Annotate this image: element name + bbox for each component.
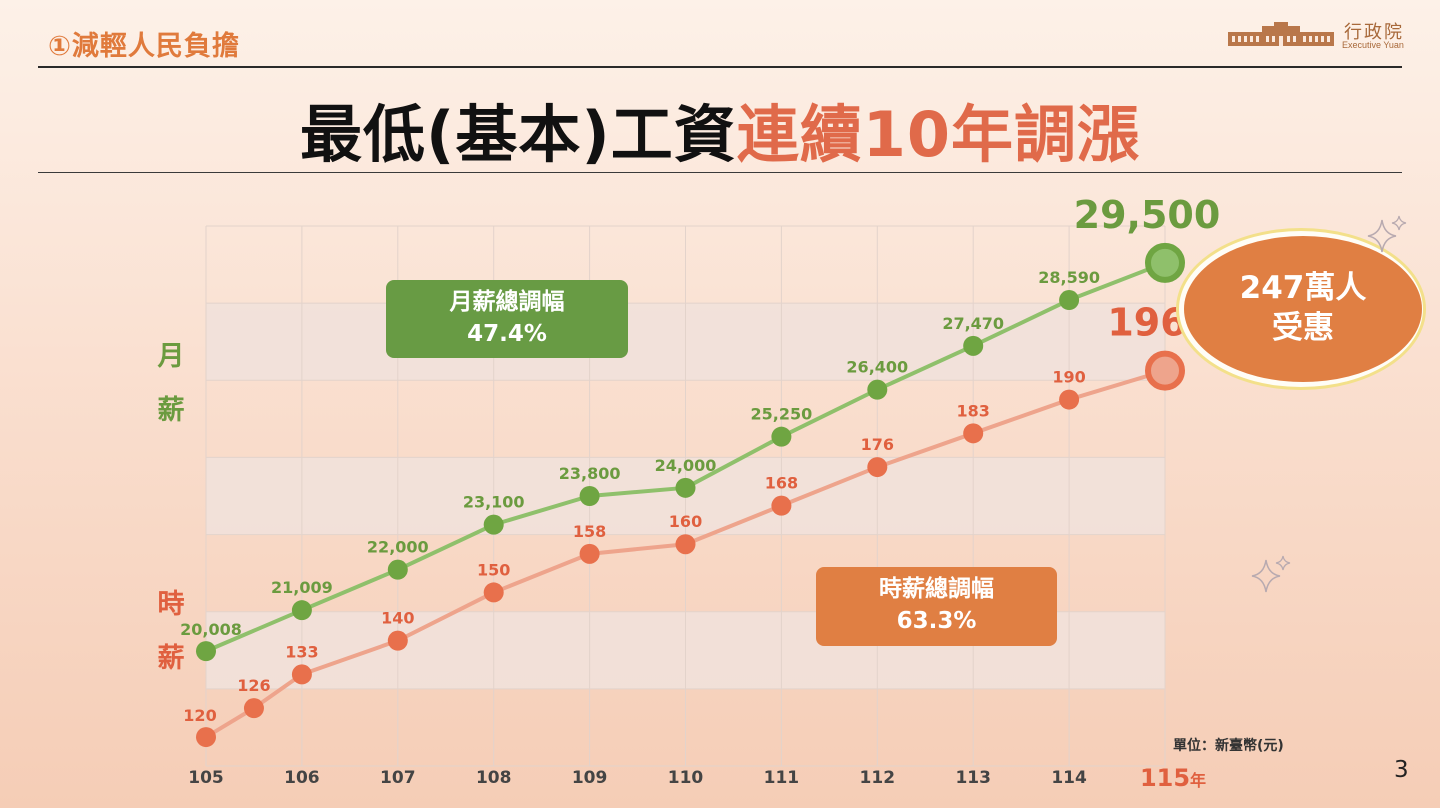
monthly-point <box>675 477 696 498</box>
monthly-data-label: 24,000 <box>655 456 717 475</box>
monthly-data-label: 26,400 <box>846 358 908 377</box>
monthly-data-label: 27,470 <box>942 314 1004 333</box>
monthly-data-label: 23,800 <box>559 464 621 483</box>
section-label: ①減輕人民負擔 <box>48 31 240 62</box>
monthly-point <box>771 426 792 447</box>
monthly-point <box>867 379 888 400</box>
hourly-increase-callout: 時薪總調幅 63.3% <box>816 567 1057 646</box>
badge-line-2: 受惠 <box>1272 310 1334 346</box>
logo-chinese-text: 行政院 <box>1344 22 1404 43</box>
hourly-point <box>771 495 792 516</box>
monthly-final-marker <box>1145 242 1185 283</box>
title-part-2-highlight: 連續10年調漲 <box>736 98 1140 171</box>
hourly-data-label: 133 <box>285 642 318 661</box>
monthly-data-label: 21,009 <box>271 578 333 597</box>
hourly-data-label: 140 <box>381 609 414 628</box>
monthly-point <box>291 600 312 621</box>
hourly-data-label: 126 <box>237 676 270 695</box>
y-label-hourly-char-1: 時 <box>157 589 185 620</box>
monthly-increase-callout: 月薪總調幅 47.4% <box>386 280 628 358</box>
hourly-data-label: 150 <box>477 560 510 579</box>
hourly-data-label: 160 <box>669 512 702 531</box>
x-tick-label: 113 <box>955 768 991 788</box>
monthly-data-label: 22,000 <box>367 538 429 557</box>
monthly-point <box>196 641 216 662</box>
hourly-point <box>196 727 216 748</box>
hourly-point <box>243 698 264 719</box>
hourly-data-label: 168 <box>765 474 798 493</box>
title-divider <box>38 172 1402 173</box>
monthly-data-label: 20,008 <box>180 620 242 639</box>
hourly-point <box>675 534 696 555</box>
unit-label: 單位：新臺幣(元) <box>1173 738 1284 754</box>
monthly-point <box>387 559 408 580</box>
x-tick-label: 109 <box>572 768 608 788</box>
monthly-callout-value: 47.4% <box>467 321 547 347</box>
hourly-data-label: 120 <box>183 706 216 725</box>
hourly-point <box>387 630 408 651</box>
sparkle-icon <box>1367 215 1407 253</box>
hourly-data-label: 183 <box>956 401 989 420</box>
hourly-final-marker <box>1145 350 1185 391</box>
hourly-point <box>291 664 312 685</box>
title-part-1: 最低(基本)工資 <box>300 98 737 171</box>
y-label-monthly: 月 薪 <box>156 330 186 438</box>
hourly-data-label: 176 <box>861 435 894 454</box>
executive-yuan-logo: 行政院 Executive Yuan <box>1226 18 1416 54</box>
hourly-point <box>483 582 504 603</box>
hourly-final-label: 196 <box>1107 301 1186 345</box>
x-tick-label: 112 <box>860 768 896 788</box>
monthly-callout-title: 月薪總調幅 <box>449 289 565 315</box>
monthly-data-label: 25,250 <box>751 405 813 424</box>
y-label-hourly-char-2: 薪 <box>157 643 185 674</box>
y-label-hourly: 時 薪 <box>156 578 186 686</box>
x-final-year-suffix: 年 <box>1190 771 1206 790</box>
x-tick-label: 111 <box>764 768 800 788</box>
header-divider <box>38 66 1402 68</box>
monthly-point <box>579 486 600 506</box>
hourly-data-label: 190 <box>1052 368 1085 387</box>
badge-line-1: 247萬人 <box>1239 270 1367 306</box>
y-label-monthly-char-1: 月 <box>157 341 185 372</box>
monthly-final-label: 29,500 <box>1074 193 1221 237</box>
sparkle-icon <box>1251 555 1291 593</box>
hourly-callout-value: 63.3% <box>896 608 977 634</box>
monthly-point <box>963 335 984 356</box>
page-title: 最低(基本)工資連續10年調漲 <box>0 84 1440 174</box>
x-tick-label: 107 <box>380 768 416 788</box>
monthly-data-label: 28,590 <box>1038 268 1100 287</box>
building-icon <box>1228 22 1334 46</box>
y-label-monthly-char-2: 薪 <box>157 395 185 426</box>
hourly-point <box>1059 389 1080 410</box>
x-tick-label: 105 <box>188 768 224 788</box>
hourly-point <box>867 457 888 478</box>
x-tick-label: 106 <box>284 768 320 788</box>
hourly-point <box>579 543 600 564</box>
hourly-callout-title: 時薪總調幅 <box>879 576 994 602</box>
monthly-point <box>483 514 504 535</box>
beneficiaries-badge: 247萬人 受惠 <box>1184 236 1422 382</box>
monthly-point <box>1059 290 1080 311</box>
logo-english-text: Executive Yuan <box>1342 40 1404 50</box>
hourly-data-label: 158 <box>573 522 606 541</box>
hourly-point <box>963 423 984 444</box>
monthly-data-label: 23,100 <box>463 493 525 512</box>
page-number: 3 <box>1394 757 1409 783</box>
x-final-year: 115 <box>1140 764 1190 792</box>
x-tick-label: 114 <box>1051 768 1087 788</box>
x-tick-label: 110 <box>668 768 704 788</box>
x-tick-label: 108 <box>476 768 512 788</box>
x-tick-label-final: 115年 <box>1140 764 1206 792</box>
